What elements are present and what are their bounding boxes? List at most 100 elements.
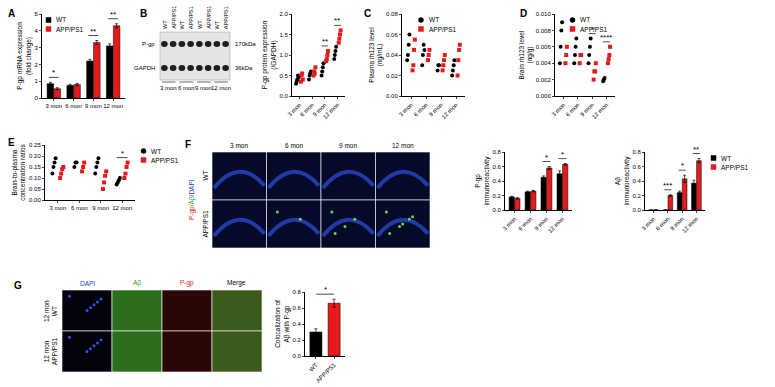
svg-text:3 mon: 3 mon [640, 216, 656, 232]
svg-text:WT: WT [197, 20, 203, 29]
svg-text:6 mon: 6 mon [285, 142, 303, 149]
svg-text:0.05: 0.05 [29, 186, 41, 192]
svg-text:*: * [681, 161, 684, 170]
svg-text:Aβimmunoreactivity: Aβimmunoreactivity [614, 156, 630, 206]
svg-text:*: * [591, 25, 594, 34]
svg-text:*: * [561, 150, 564, 159]
svg-text:6 mon: 6 mon [413, 102, 429, 118]
svg-text:**: ** [110, 10, 116, 19]
svg-text:WT: WT [151, 148, 161, 155]
svg-text:36kDa: 36kDa [235, 65, 253, 71]
svg-text:0.6: 0.6 [292, 305, 301, 311]
svg-text:3 mon: 3 mon [550, 102, 566, 118]
svg-text:WT: WT [56, 16, 66, 23]
svg-text:**: ** [334, 16, 340, 25]
svg-text:WT: WT [721, 155, 731, 162]
svg-text:6 mon: 6 mon [517, 216, 533, 232]
svg-text:*: * [545, 153, 548, 162]
svg-text:WT: WT [429, 16, 439, 23]
svg-text:*: * [52, 68, 55, 77]
svg-text:4: 4 [34, 28, 38, 34]
svg-text:0.00: 0.00 [386, 93, 398, 99]
svg-text:P-gp mRNA expression(fold chan: P-gp mRNA expression(fold change) [16, 22, 32, 90]
svg-text:12 mon: 12 mon [211, 85, 231, 91]
svg-text:9 mon: 9 mon [195, 85, 212, 91]
svg-text:0.4: 0.4 [292, 321, 301, 327]
svg-text:*: * [324, 285, 327, 294]
svg-text:9 mon: 9 mon [533, 216, 549, 232]
svg-text:0: 0 [34, 95, 38, 101]
svg-text:3 mon: 3 mon [50, 205, 67, 211]
svg-text:12 mon: 12 mon [440, 102, 458, 120]
svg-text:0.8: 0.8 [492, 149, 501, 155]
svg-text:6 mon: 6 mon [655, 216, 671, 232]
svg-text:9 mon: 9 mon [339, 142, 357, 149]
svg-text:Merge: Merge [227, 279, 246, 287]
svg-text:0.2: 0.2 [632, 193, 641, 199]
svg-text:12 mon: 12 mon [591, 102, 609, 120]
svg-text:G: G [14, 280, 22, 291]
svg-text:***: *** [663, 181, 672, 190]
svg-text:Colocalization ofAβ with P-gp: Colocalization ofAβ with P-gp [274, 300, 290, 348]
svg-text:0.5: 0.5 [279, 73, 288, 79]
svg-text:Plasma rh123 level(ng/mL): Plasma rh123 level(ng/mL) [368, 27, 384, 83]
svg-text:DAPI: DAPI [80, 280, 95, 287]
svg-text:APP/PS1: APP/PS1 [188, 6, 194, 29]
svg-text:0.6: 0.6 [492, 164, 501, 170]
svg-text:0.04: 0.04 [386, 52, 398, 58]
svg-text:F: F [185, 139, 191, 150]
svg-text:0.000: 0.000 [536, 93, 552, 99]
svg-text:9 mon: 9 mon [92, 205, 109, 211]
svg-text:P-gp/Aβ/DAPI: P-gp/Aβ/DAPI [188, 179, 196, 220]
svg-text:12 monAPP/PS1: 12 monAPP/PS1 [43, 338, 58, 365]
svg-text:WT: WT [179, 20, 185, 29]
svg-text:0.06: 0.06 [386, 32, 398, 38]
svg-text:P-gp: P-gp [180, 279, 194, 287]
svg-text:1.0: 1.0 [279, 52, 288, 58]
svg-text:Aβ: Aβ [133, 279, 141, 287]
svg-text:9 mon: 9 mon [669, 216, 685, 232]
svg-text:12 mon: 12 mon [681, 216, 699, 234]
svg-text:6 mon: 6 mon [65, 103, 82, 109]
svg-text:3 mon: 3 mon [398, 102, 414, 118]
svg-text:12 mon: 12 mon [112, 205, 132, 211]
svg-text:**: ** [693, 145, 699, 154]
svg-text:Brain-to-plasmaconcentration r: Brain-to-plasmaconcentration ratios [11, 143, 26, 200]
svg-text:APP/PS1: APP/PS1 [223, 6, 229, 29]
svg-text:1.5: 1.5 [279, 32, 288, 38]
svg-text:0.10: 0.10 [29, 175, 41, 181]
svg-text:6 mon: 6 mon [178, 85, 195, 91]
svg-text:3 mon: 3 mon [160, 85, 177, 91]
svg-text:6 mon: 6 mon [299, 102, 315, 118]
svg-text:0.4: 0.4 [492, 178, 501, 184]
svg-text:0.02: 0.02 [386, 73, 398, 79]
svg-text:0.0: 0.0 [279, 93, 288, 99]
svg-text:WT: WT [214, 20, 220, 29]
svg-text:0.0: 0.0 [492, 207, 501, 213]
svg-text:9 mon: 9 mon [312, 102, 328, 118]
svg-text:12 mon: 12 mon [322, 102, 340, 120]
svg-text:0.25: 0.25 [29, 142, 41, 148]
svg-text:APP/PS1: APP/PS1 [202, 210, 209, 237]
svg-text:6 mon: 6 mon [71, 205, 88, 211]
svg-text:2.0: 2.0 [279, 11, 288, 17]
svg-text:P-gpimmunoreactivity: P-gpimmunoreactivity [474, 156, 490, 206]
svg-text:WT: WT [308, 362, 319, 373]
svg-text:12 mon: 12 mon [103, 103, 123, 109]
svg-text:APP/PS1: APP/PS1 [151, 157, 178, 164]
svg-text:12 monWT: 12 monWT [43, 300, 58, 322]
svg-text:170kDa: 170kDa [235, 41, 256, 47]
svg-text:0.20: 0.20 [29, 153, 41, 159]
svg-text:0.8: 0.8 [292, 289, 301, 295]
svg-text:2: 2 [34, 62, 38, 68]
svg-text:****: **** [600, 33, 612, 42]
svg-text:P-gp: P-gp [142, 41, 155, 47]
svg-text:B: B [140, 8, 147, 19]
svg-text:A: A [8, 8, 15, 19]
svg-text:0.4: 0.4 [632, 178, 641, 184]
svg-text:*: * [121, 149, 124, 158]
svg-text:**: ** [322, 37, 328, 46]
svg-text:WT: WT [202, 170, 209, 180]
svg-text:0.0: 0.0 [292, 353, 301, 359]
svg-text:C: C [364, 8, 371, 19]
